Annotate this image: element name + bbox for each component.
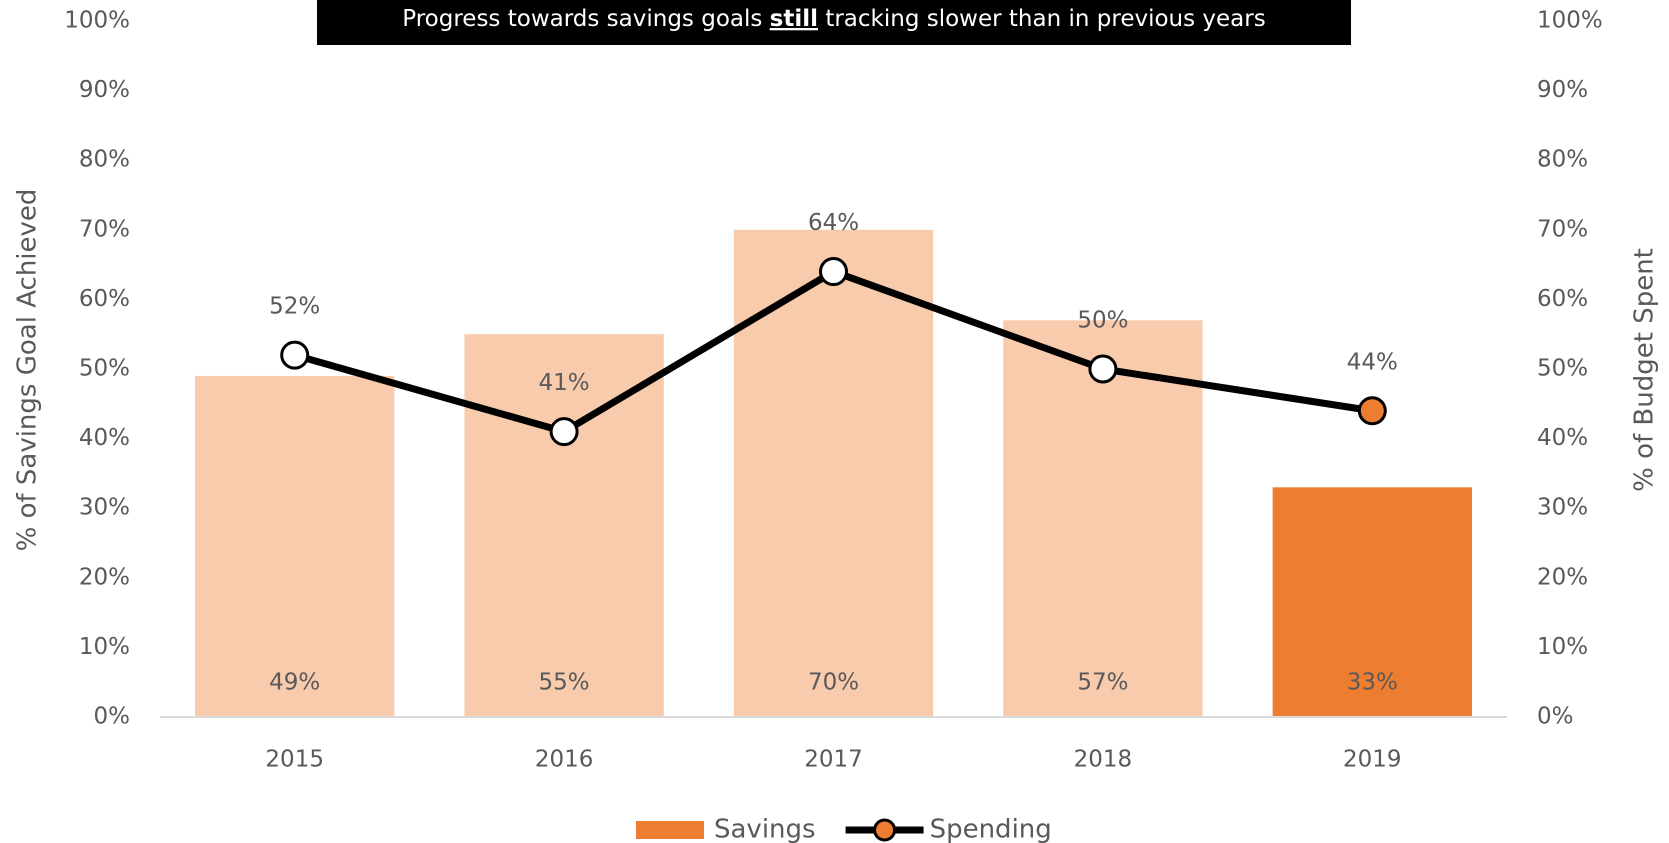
y-tick-label: 30% <box>79 495 130 521</box>
y2-tick-label: 70% <box>1537 216 1588 242</box>
line-value-label: 44% <box>1347 349 1398 375</box>
chart-title: Progress towards savings goals still tra… <box>402 6 1265 32</box>
y2-tick-label: 90% <box>1537 77 1588 103</box>
y-tick-label: 40% <box>79 425 130 451</box>
y-tick-label: 80% <box>79 147 130 173</box>
x-tick-label: 2018 <box>1074 747 1133 773</box>
line-marker <box>280 340 310 370</box>
y2-tick-label: 80% <box>1537 147 1588 173</box>
line-value-label: 52% <box>269 294 320 320</box>
y-tick-label: 90% <box>79 77 130 103</box>
title-emphasis: still <box>770 6 818 32</box>
bar-value-label: 70% <box>808 670 859 696</box>
line-marker <box>819 257 848 287</box>
line-marker <box>1088 354 1118 384</box>
bar-value-label: 33% <box>1347 670 1398 696</box>
bar <box>733 229 934 718</box>
x-tick-label: 2017 <box>804 747 863 773</box>
title-box <box>317 0 1351 45</box>
y2-tick-label: 0% <box>1537 704 1574 730</box>
line-value-label: 41% <box>539 370 590 396</box>
legend-swatch <box>636 821 704 839</box>
legend-marker <box>873 818 897 842</box>
y-tick-label: 60% <box>79 286 130 312</box>
line-marker <box>1357 396 1387 426</box>
y2-tick-label: 20% <box>1537 564 1588 590</box>
bar <box>195 375 395 717</box>
bar <box>464 334 664 717</box>
title-part: Progress towards savings goals <box>402 6 769 32</box>
y-tick-label: 0% <box>94 704 131 730</box>
line-value-label: 50% <box>1077 308 1128 334</box>
line-marker <box>549 417 579 447</box>
y-tick-label: 20% <box>79 564 130 590</box>
y-tick-label: 100% <box>64 8 130 34</box>
title-part: tracking slower than in previous years <box>818 6 1266 32</box>
y2-tick-label: 60% <box>1537 286 1588 312</box>
bar-value-label: 57% <box>1077 670 1128 696</box>
y-tick-label: 50% <box>79 356 130 382</box>
line-value-label: 64% <box>808 210 859 236</box>
x-tick-label: 2019 <box>1343 747 1402 773</box>
y2-axis-title: % of Budget Spent <box>1630 248 1660 492</box>
x-tick-label: 2015 <box>265 747 324 773</box>
y-tick-label: 10% <box>79 634 130 660</box>
y2-tick-label: 100% <box>1537 8 1603 34</box>
bar-value-label: 49% <box>269 670 320 696</box>
x-tick-label: 2016 <box>535 747 594 773</box>
y2-tick-label: 10% <box>1537 634 1588 660</box>
y-tick-label: 70% <box>79 216 130 242</box>
bar <box>1003 320 1203 717</box>
y2-tick-label: 50% <box>1537 356 1588 382</box>
legend-label: Spending <box>930 815 1052 843</box>
y2-tick-label: 40% <box>1537 425 1588 451</box>
y-axis-title: % of Savings Goal Achieved <box>13 189 43 552</box>
bar-value-label: 55% <box>539 670 590 696</box>
y2-tick-label: 30% <box>1537 495 1588 521</box>
bar <box>1272 487 1472 717</box>
legend-label: Savings <box>714 815 816 843</box>
